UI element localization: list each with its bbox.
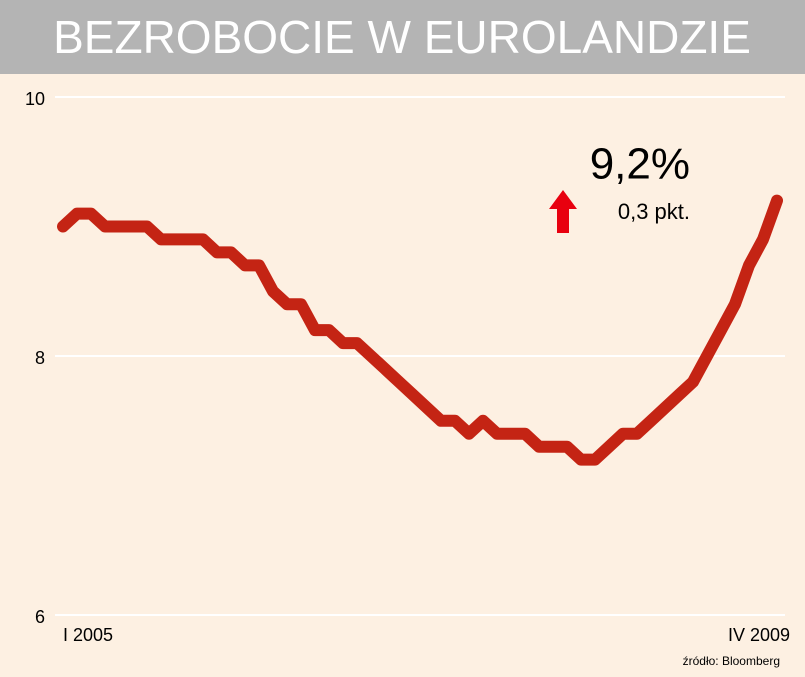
chart-title: BEZROBOCIE W EUROLANDZIE	[53, 11, 751, 63]
y-tick-label: 10	[25, 89, 45, 109]
up-arrow	[549, 190, 577, 233]
annotation-value: 9,2%	[590, 140, 690, 189]
y-tick-label: 6	[35, 607, 45, 627]
source: źródło: Bloomberg	[683, 654, 780, 668]
x-tick-label: IV 2009	[728, 625, 790, 645]
annotation-change: 0,3 pkt.	[618, 199, 690, 224]
line	[57, 194, 783, 466]
x-tick-label: I 2005	[63, 625, 113, 645]
title-bar	[0, 0, 805, 74]
y-tick-label: 8	[35, 348, 45, 368]
